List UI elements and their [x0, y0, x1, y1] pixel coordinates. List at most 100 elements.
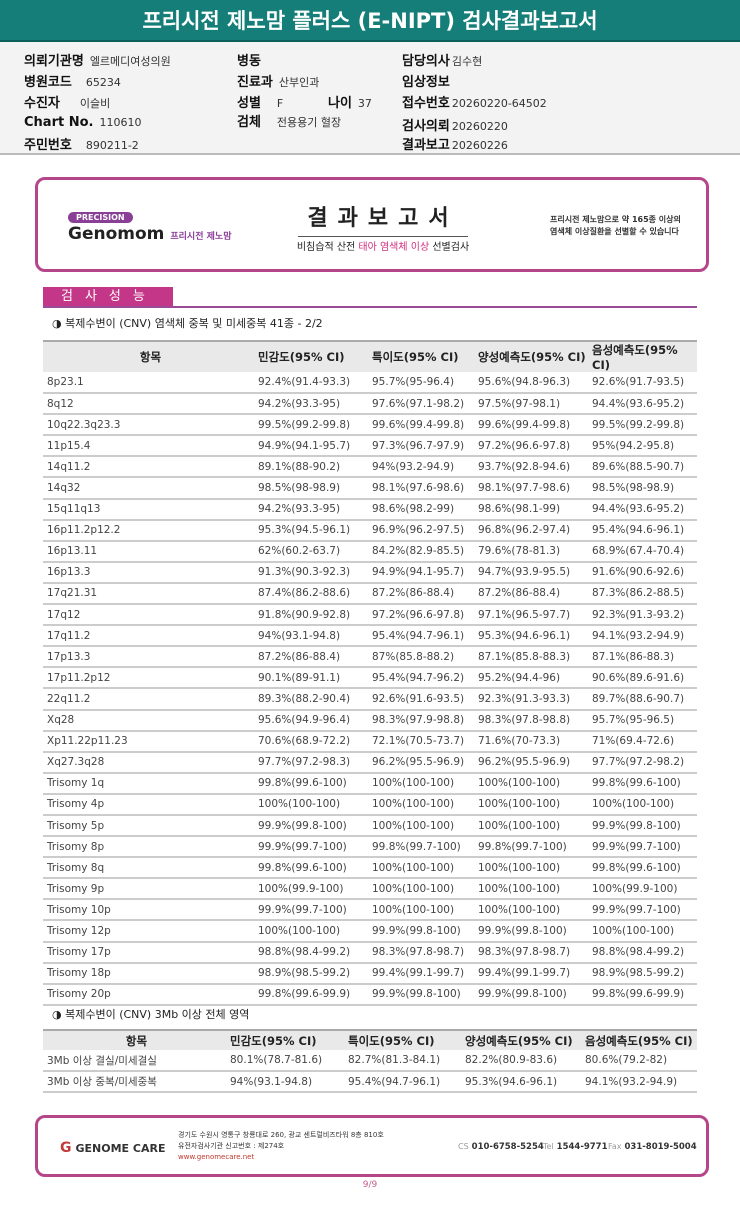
cell-value: 96.8%(96.2-97.4): [478, 519, 592, 542]
cell-value: 95.7%(95-96.5): [592, 709, 697, 732]
cell-value: 99.8%(99.6-100): [592, 772, 697, 795]
table-row: 17p13.3 87.2%(86-88.4) 87%(85.8-88.2) 87.1%…: [43, 646, 697, 669]
cell-value: 99.9%(99.8-100): [372, 983, 478, 1006]
cell-value: 96.2%(95.5-96.9): [478, 751, 592, 774]
cell-value: 97.7%(97.2-98.3): [258, 751, 372, 774]
cell-value: 100%(100-100): [592, 920, 697, 943]
table-row: Trisomy 8p 99.9%(99.7-100) 99.8%(99.7-100)…: [43, 836, 697, 859]
row-label: 17q21.31: [43, 582, 258, 606]
field-request-date: 검사의뢰 20260220: [402, 119, 508, 134]
cell-value: 87.1%(85.8-88.3): [478, 646, 592, 669]
cell-value: 95.3%(94.5-96.1): [258, 519, 372, 542]
table-row: 17p11.2p12 90.1%(89-91.1) 95.4%(94.7-96.2)…: [43, 667, 697, 690]
field-rrn: 주민번호 890211-2: [24, 138, 139, 153]
column-header: 양성예측도(95% CI): [478, 340, 592, 372]
cell-value: 94.9%(94.1-95.7): [258, 435, 372, 458]
cell-value: 72.1%(70.5-73.7): [372, 730, 478, 753]
table-row: Trisomy 10p 99.9%(99.7-100) 100%(100-100) 1…: [43, 899, 697, 922]
cell-value: 98.3%(97.8-98.7): [372, 941, 478, 964]
cell-value: 98.8%(98.4-99.2): [592, 941, 697, 964]
row-label: 14q11.2: [43, 456, 258, 479]
fax-contact: Fax 031-8019-5004: [608, 1142, 697, 1152]
banner-subtitle: 비침습적 산전 태아 염색체 이상 선별검사: [296, 242, 470, 253]
cell-value: 62%(60.2-63.7): [258, 540, 372, 563]
cell-value: 99.8%(99.6-100): [258, 857, 372, 880]
cell-value: 99.9%(99.8-100): [478, 920, 592, 943]
table-row: 16p13.11 62%(60.2-63.7) 84.2%(82.9-85.5) 79…: [43, 540, 697, 563]
banner-note: 프리시전 제노맘으로 약 165종 이상의 염색체 이상질환을 선별할 수 있습니…: [550, 215, 681, 236]
cell-value: 94%(93.1-94.8): [258, 625, 372, 648]
cell-value: 100%(100-100): [372, 772, 478, 795]
cell-value: 99.9%(99.7-100): [592, 836, 697, 859]
cell-value: 95.6%(94.9-96.4): [258, 709, 372, 732]
field-receipt-no: 접수번호 20260220-64502: [402, 96, 547, 111]
cell-value: 94%(93.2-94.9): [372, 456, 478, 479]
cell-value: 95.6%(94.8-96.3): [478, 372, 592, 395]
cell-value: 97.3%(96.7-97.9): [372, 435, 478, 458]
table-row: 15q11q13 94.2%(93.3-95) 98.6%(98.2-99) 98.6…: [43, 498, 697, 521]
section-title: 검사성능: [43, 287, 173, 307]
cell-value: 100%(100-100): [372, 857, 478, 880]
cell-value: 94.7%(93.9-95.5): [478, 561, 592, 584]
table-row: Trisomy 12p 100%(100-100) 99.9%(99.8-100) 9…: [43, 920, 697, 943]
cell-value: 87.2%(86-88.4): [372, 582, 478, 606]
cell-value: 89.3%(88.2-90.4): [258, 688, 372, 711]
table-row: Trisomy 9p 100%(99.9-100) 100%(100-100) 100…: [43, 878, 697, 901]
cell-value: 95.7%(95-96.4): [372, 372, 478, 395]
field-chart-no: Chart No. 110610: [24, 115, 142, 130]
cell-value: 99.8%(99.6-99.9): [592, 983, 697, 1006]
field-hospital-code: 병원코드 65234: [24, 75, 121, 90]
row-label: Trisomy 4p: [43, 793, 258, 816]
cell-value: 84.2%(82.9-85.5): [372, 540, 478, 563]
cell-value: 98.9%(98.5-99.2): [592, 962, 697, 985]
cell-value: 70.6%(68.9-72.2): [258, 730, 372, 753]
cell-value: 100%(100-100): [372, 878, 478, 901]
cell-value: 97.1%(96.5-97.7): [478, 604, 592, 627]
cell-value: 80.1%(78.7-81.6): [230, 1050, 348, 1073]
cell-value: 97.5%(97-98.1): [478, 393, 592, 416]
row-label: 3Mb 이상 결실/미세결실: [43, 1050, 230, 1073]
cell-value: 99.9%(99.7-100): [258, 836, 372, 859]
row-label: Trisomy 12p: [43, 920, 258, 943]
field-specimen: 검체 전용용기 혈장: [237, 115, 342, 130]
cell-value: 96.9%(96.2-97.5): [372, 519, 478, 542]
cell-value: 99.9%(99.8-100): [592, 814, 697, 838]
table-row: 17q12 91.8%(90.9-92.8) 97.2%(96.6-97.8) 97.…: [43, 604, 697, 627]
cell-value: 99.9%(99.8-100): [258, 814, 372, 838]
cell-value: 95.4%(94.7-96.1): [372, 625, 478, 648]
table1-caption: ◑ 복제수변이 (CNV) 염색체 중복 및 미세중복 41종 - 2/2: [52, 317, 323, 330]
page-number: 9/9: [362, 1180, 378, 1190]
row-label: 17q12: [43, 604, 258, 627]
report-title: 프리시전 제노맘 플러스 (E-NIPT) 검사결과보고서: [0, 0, 740, 42]
footer: G GENOME CARE 경기도 수원시 영통구 창룡대로 260, 광교 센트…: [35, 1115, 709, 1177]
cell-value: 98.5%(98-98.9): [258, 477, 372, 500]
cell-value: 98.3%(97.8-98.7): [478, 941, 592, 964]
row-label: 3Mb 이상 중복/미세중복: [43, 1071, 230, 1094]
cell-value: 90.1%(89-91.1): [258, 667, 372, 690]
cell-value: 99.4%(99.1-99.7): [372, 962, 478, 985]
table-row: 17q21.31 87.4%(86.2-88.6) 87.2%(86-88.4) 87…: [43, 582, 697, 606]
cell-value: 91.3%(90.3-92.3): [258, 561, 372, 584]
patient-info-panel: 의뢰기관명 엘르메디여성의원 병원코드 65234 수진자 이슬비 Chart No.…: [0, 42, 740, 155]
cell-value: 99.8%(99.6-100): [592, 857, 697, 880]
cell-value: 97.2%(96.6-97.8): [478, 435, 592, 458]
field-report-date: 결과보고 20260226: [402, 138, 508, 153]
table-row: Trisomy 20p 99.8%(99.6-99.9) 99.9%(99.8-10…: [43, 983, 697, 1006]
table-row: 11p15.4 94.9%(94.1-95.7) 97.3%(96.7-97.9) 9…: [43, 435, 697, 458]
table-row: 3Mb 이상 중복/미세중복 94%(93.1-94.8) 95.4%(94.7-9…: [43, 1071, 697, 1094]
cell-value: 87.1%(86-88.3): [592, 646, 697, 669]
table-row: 10q22.3q23.3 99.5%(99.2-99.8) 99.6%(99.4-9…: [43, 414, 697, 437]
column-header: 민감도(95% CI): [258, 340, 372, 372]
row-label: Trisomy 17p: [43, 941, 258, 964]
genome-care-logo: G GENOME CARE: [60, 1140, 166, 1156]
cell-value: 100%(100-100): [478, 772, 592, 795]
row-label: 8q12: [43, 393, 258, 416]
cell-value: 100%(100-100): [478, 793, 592, 816]
row-label: Trisomy 9p: [43, 878, 258, 901]
website-link[interactable]: www.genomecare.net: [178, 1153, 255, 1161]
tel-contact: Tel 1544-9771: [543, 1142, 608, 1152]
cell-value: 94.2%(93.3-95): [258, 393, 372, 416]
column-header: 양성예측도(95% CI): [465, 1029, 585, 1050]
cell-value: 92.4%(91.4-93.3): [258, 372, 372, 395]
cell-value: 71.6%(70-73.3): [478, 730, 592, 753]
